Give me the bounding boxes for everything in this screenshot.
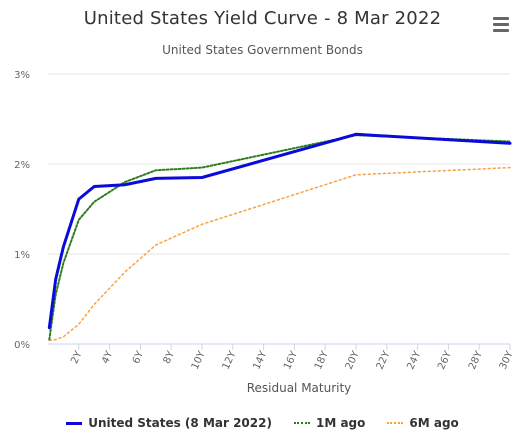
chart-title: United States Yield Curve - 8 Mar 2022 [83,8,442,29]
series-line-current [47,132,512,330]
y-tick-label: 3% [14,70,30,81]
legend-swatch-6m-ago [387,422,404,424]
x-tick-label: 6Y [131,349,147,366]
legend-label-1m-ago: 1M ago [315,416,366,430]
x-tick-label: 14Y [251,349,269,372]
legend-swatch-1m-ago [293,422,310,424]
x-tick-label: 8Y [162,349,178,366]
legend: United States (8 Mar 2022) 1M ago 6M ago [0,414,525,432]
x-tick-label: 4Y [100,349,116,366]
x-tick-label: 18Y [313,349,331,372]
legend-label-6m-ago: 6M ago [409,416,459,430]
y-tick-label: 2% [14,160,30,171]
hamburger-menu-icon[interactable] [490,14,512,34]
series-line-1m-ago [48,134,511,341]
x-tick-label: 26Y [436,349,454,372]
y-tick-label: 0% [14,340,30,351]
x-tick-label: 30Y [498,349,516,372]
legend-label-current: United States (8 Mar 2022) [88,416,272,430]
x-tick-label: 22Y [375,349,393,372]
x-tick-label: 16Y [282,349,300,372]
x-tick-label: 20Y [344,349,362,372]
legend-item-6m-ago[interactable]: 6M ago [387,416,459,430]
x-tick-label: 28Y [467,349,485,372]
legend-item-1m-ago[interactable]: 1M ago [293,416,366,430]
series-line-6m-ago [48,166,511,342]
x-tick-label: 2Y [69,349,85,366]
y-tick-label: 1% [14,250,30,261]
chart-subtitle: United States Government Bonds [162,43,363,57]
x-tick-label: 24Y [405,349,423,372]
x-tick-label: 10Y [190,349,208,372]
legend-swatch-current [66,421,83,425]
legend-item-current[interactable]: United States (8 Mar 2022) [66,416,272,430]
x-axis-title: Residual Maturity [247,381,352,395]
x-tick-label: 12Y [221,349,239,372]
